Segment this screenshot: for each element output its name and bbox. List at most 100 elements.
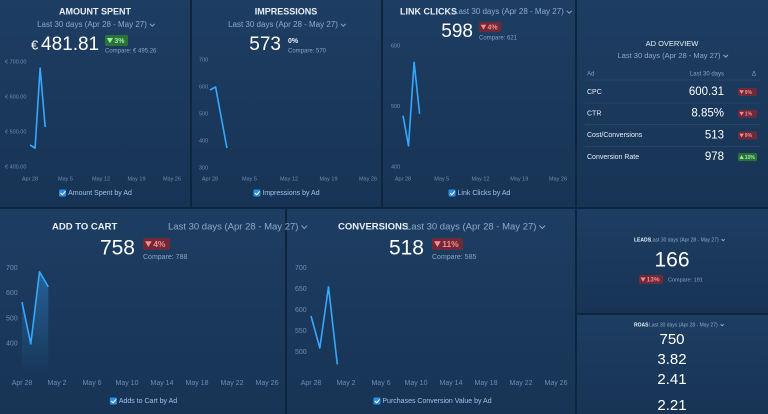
period-selector: Last 30 days (Apr 28 - May 27) [454, 7, 564, 16]
metric-value: 598 [441, 21, 473, 42]
arrow-down [739, 133, 744, 138]
period-selector: Last 30 days (Apr 28 - May 27) [406, 222, 536, 233]
x-tick-label: May 19 [319, 176, 337, 182]
x-tick-label: Apr 28 [22, 176, 38, 182]
checkmark [254, 190, 261, 196]
legend-label: Adds to Cart by Ad [119, 398, 177, 405]
delta-badge [738, 109, 757, 118]
delta-value: 11% [442, 239, 459, 249]
delta-value: 9% [745, 90, 753, 96]
line [29, 67, 46, 149]
legend-label: Purchases Conversion Value by Ad [382, 398, 491, 405]
y-tick-label: € 700.00 [5, 59, 26, 65]
y-tick-label: 650 [295, 286, 307, 293]
x-tick-label: Apr 28 [202, 176, 218, 182]
x-tick-label: Apr 28 [12, 380, 33, 387]
checkmark [449, 190, 456, 196]
dropdown-chevron [723, 54, 729, 58]
row-label: CPC [587, 89, 602, 96]
metric-value: 2.21 [657, 397, 686, 414]
delta-value: 0% [288, 38, 299, 45]
row-value: 513 [705, 129, 724, 141]
period-selector: Last 30 days (Apr 28 - May 27) [228, 20, 338, 29]
delta-value: 4% [153, 239, 166, 249]
x-tick-label: May 18 [475, 380, 498, 387]
delta-badge [105, 35, 128, 46]
x-tick-label: May 22 [510, 380, 533, 387]
delta-value: 3% [114, 38, 125, 45]
y-tick-label: 700 [295, 265, 307, 272]
delta-badge [738, 131, 757, 140]
dropdown-chevron [149, 23, 156, 27]
panel [577, 315, 768, 414]
x-tick-label: May 5 [242, 176, 257, 182]
checkmark [110, 398, 117, 404]
period-selector: Last 30 days (Apr 28 - May 27) [650, 237, 719, 243]
widget-title: LEADS [634, 237, 652, 243]
column-header: Ad [587, 72, 594, 78]
y-tick-label: 600 [199, 84, 208, 90]
x-tick-label: May 2 [336, 380, 355, 387]
delta-value: 13% [647, 277, 660, 284]
metric-value: 481.81 [41, 34, 99, 55]
period-selector: Last 30 days (Apr 28 - May 27) [168, 222, 298, 233]
y-tick-label: 500 [391, 104, 400, 110]
panel [192, 0, 381, 207]
x-tick-label: May 26 [163, 176, 181, 182]
currency: € [31, 37, 39, 52]
widget-title: CONVERSIONS [338, 222, 408, 233]
arrow-down [145, 241, 152, 248]
x-tick-label: May 10 [116, 380, 139, 387]
delta-badge [738, 153, 757, 162]
y-tick-label: 300 [199, 165, 208, 171]
row-value: 8.85% [691, 108, 724, 120]
dropdown-chevron [721, 238, 726, 242]
compare-value: Compare: 585 [432, 254, 476, 261]
y-tick-label: 400 [391, 164, 400, 170]
x-tick-label: May 10 [405, 380, 428, 387]
line [310, 286, 339, 365]
x-tick-label: Apr 28 [301, 380, 322, 387]
x-tick-label: May 14 [440, 380, 463, 387]
x-tick-label: May 12 [471, 176, 489, 182]
arrow-down [739, 90, 744, 95]
dropdown-chevron [539, 225, 546, 230]
metric-value: 750 [659, 331, 684, 348]
y-tick-label: 700 [6, 265, 18, 272]
widget-title: ADD TO CART [52, 222, 117, 233]
x-tick-label: May 19 [127, 176, 145, 182]
compare-value: Compare: 788 [143, 254, 187, 261]
row-value: 978 [705, 151, 724, 163]
line [209, 86, 228, 149]
widget-title: ROAS [634, 322, 649, 328]
y-tick-label: 550 [295, 328, 307, 335]
x-tick-label: May 22 [221, 380, 244, 387]
x-tick-label: Apr 28 [395, 176, 411, 182]
delta-value: 1% [745, 112, 753, 118]
arrow-down [480, 24, 487, 30]
y-tick-label: 400 [6, 341, 18, 348]
x-tick-label: May 26 [545, 380, 568, 387]
metric-value: 573 [249, 34, 281, 55]
panel [577, 209, 768, 313]
delta-value: 9% [745, 133, 753, 139]
y-tick-label: 600 [6, 290, 18, 297]
period-selector: Last 30 days (Apr 28 - May 27) [37, 20, 147, 29]
x-tick-label: May 26 [549, 176, 567, 182]
arrow-down [640, 277, 646, 282]
x-tick-label: May 26 [256, 380, 279, 387]
compare-value: Compare: € 495.26 [105, 49, 157, 55]
legend-checkbox [109, 397, 117, 405]
delta-badge [479, 22, 501, 32]
y-tick-label: 600 [391, 43, 400, 49]
y-tick-label: € 600.00 [5, 94, 26, 100]
y-tick-label: 700 [199, 57, 208, 63]
dropdown-chevron [340, 23, 347, 27]
panel [383, 0, 575, 207]
arrow-down [106, 38, 114, 44]
period-selector: Last 30 days (Apr 28 - May 27) [649, 322, 718, 328]
x-tick-label: May 26 [359, 176, 377, 182]
dropdown-chevron [566, 10, 572, 14]
dropdown-chevron [301, 225, 308, 230]
